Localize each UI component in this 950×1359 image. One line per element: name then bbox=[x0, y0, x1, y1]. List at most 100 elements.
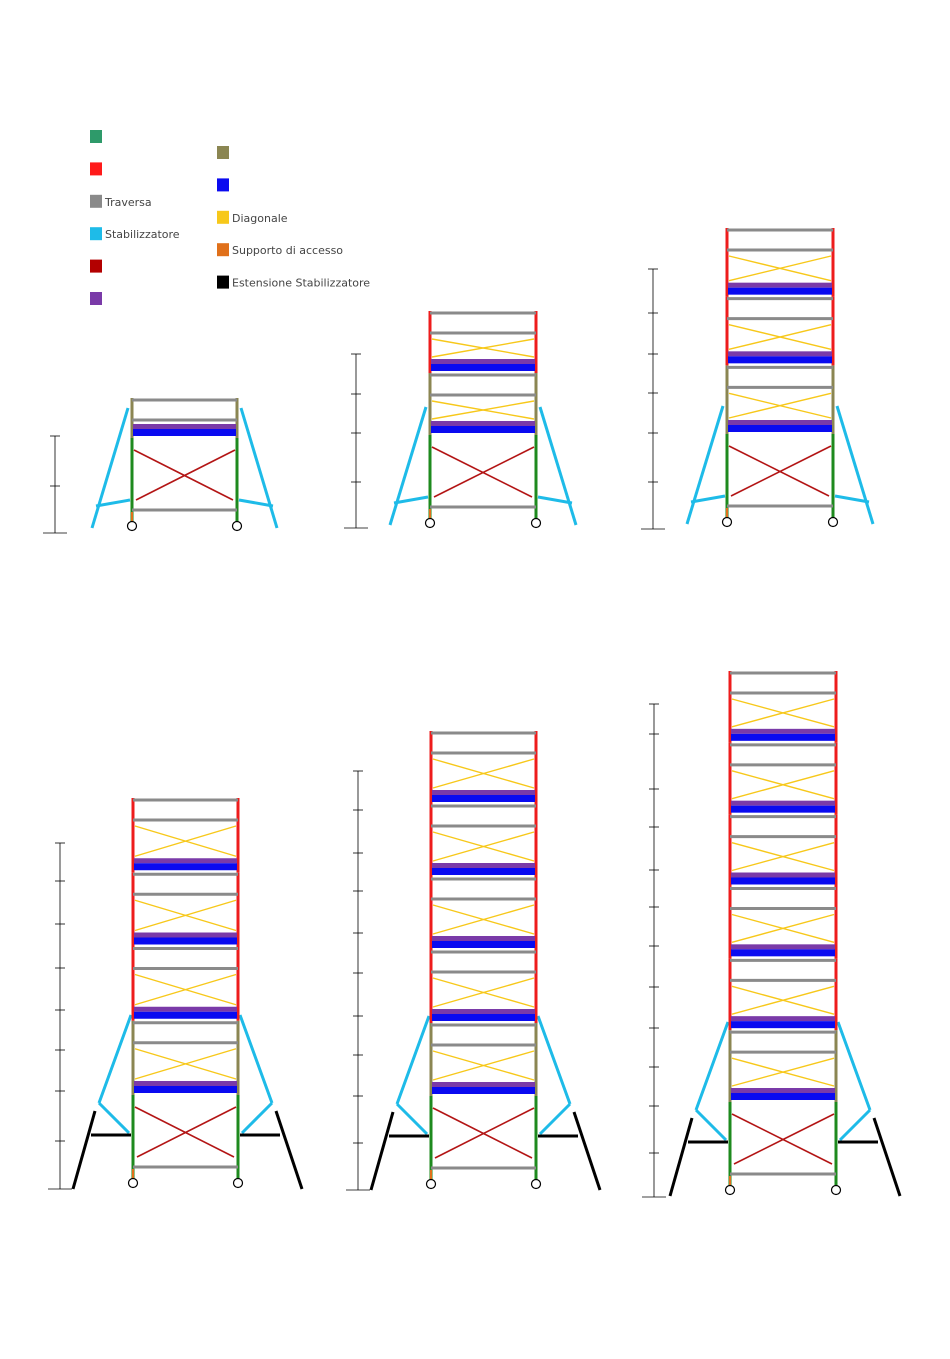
diagonal-darkred bbox=[136, 1106, 237, 1158]
wheel bbox=[126, 520, 138, 532]
platform-purple bbox=[731, 1088, 835, 1093]
wheel bbox=[127, 1177, 139, 1189]
platform-blue bbox=[728, 425, 832, 432]
legend-item: Estensione Stabilizzatore bbox=[217, 275, 370, 290]
legend-item bbox=[90, 259, 102, 273]
stabilizer-brace bbox=[97, 1101, 131, 1135]
wheel bbox=[530, 517, 542, 529]
diagonal-yellow bbox=[731, 770, 835, 800]
platform-blue bbox=[134, 863, 237, 871]
stabilizer-brace bbox=[834, 494, 870, 504]
platform-blue bbox=[731, 949, 835, 957]
stabilizer bbox=[835, 405, 875, 525]
platform-blue bbox=[728, 287, 832, 295]
platform-blue bbox=[432, 941, 535, 948]
legend-swatch bbox=[217, 178, 229, 192]
diagonal-yellow bbox=[431, 400, 535, 420]
legend-swatch bbox=[217, 210, 229, 224]
wheel bbox=[721, 516, 733, 528]
base-module bbox=[721, 434, 839, 528]
wheel bbox=[232, 1177, 244, 1189]
stabilizer-brace bbox=[537, 495, 573, 505]
legend-swatch bbox=[217, 243, 229, 257]
diagonal-yellow bbox=[432, 977, 535, 1008]
stabilizer-extension bbox=[71, 1110, 97, 1190]
legend-swatch bbox=[90, 292, 102, 305]
height-ruler bbox=[642, 703, 666, 1198]
platform-purple bbox=[432, 790, 535, 795]
tower-3 bbox=[641, 228, 875, 530]
platform-blue bbox=[731, 805, 835, 813]
stabilizer-brace bbox=[538, 1102, 572, 1136]
diagonal-yellow bbox=[134, 973, 237, 1006]
diagonal-yellow bbox=[134, 1048, 237, 1080]
legend: Traversa Stabilizzatore Diagonale Supporto … bbox=[90, 130, 370, 305]
diagonal-darkred bbox=[135, 449, 236, 501]
platform-blue bbox=[134, 1011, 237, 1019]
diagonal-darkred bbox=[134, 1106, 235, 1158]
stabilizer-extension bbox=[572, 1111, 602, 1191]
diagonal-yellow bbox=[728, 323, 832, 351]
diagonal-darkred bbox=[434, 1107, 535, 1159]
upper-frames bbox=[130, 398, 239, 438]
upper-frames bbox=[131, 798, 240, 1095]
diagonal-darkred bbox=[432, 1107, 533, 1159]
platform-purple bbox=[134, 1006, 237, 1012]
platform-purple bbox=[728, 282, 832, 288]
stabilizer bbox=[836, 1021, 872, 1111]
base-module bbox=[126, 438, 243, 532]
platform-blue bbox=[133, 429, 236, 436]
stabilizer bbox=[395, 1015, 431, 1105]
stabilizer-brace bbox=[240, 1101, 274, 1135]
stabilizer bbox=[694, 1021, 730, 1111]
stabilizer-brace bbox=[690, 494, 726, 504]
stabilizer bbox=[238, 1014, 274, 1104]
stabilizers bbox=[71, 1014, 304, 1190]
platform-blue bbox=[731, 1021, 835, 1029]
diagonal-darkred bbox=[433, 446, 535, 498]
legend-label: Supporto di accesso bbox=[232, 244, 343, 257]
legend-item bbox=[90, 162, 102, 176]
stabilizer bbox=[239, 407, 279, 529]
legend-item: Supporto di accesso bbox=[217, 243, 343, 257]
tower-5 bbox=[346, 731, 602, 1191]
platform-blue bbox=[432, 1087, 535, 1094]
legend-item: Stabilizzatore bbox=[90, 227, 180, 241]
platform-blue bbox=[731, 1093, 835, 1100]
platform-purple bbox=[731, 944, 835, 950]
legend-swatch bbox=[90, 130, 102, 143]
upper-frames bbox=[428, 311, 538, 435]
platform-purple bbox=[432, 1082, 535, 1087]
upper-frames bbox=[728, 671, 838, 1102]
base-module bbox=[724, 1102, 842, 1196]
wheel bbox=[425, 1178, 437, 1190]
stabilizer-extension bbox=[274, 1110, 304, 1190]
diagonal-darkred bbox=[731, 1113, 833, 1165]
platform-blue bbox=[432, 868, 535, 875]
base-module bbox=[424, 435, 542, 529]
height-ruler bbox=[346, 770, 370, 1191]
platform-blue bbox=[731, 877, 835, 885]
wheel bbox=[424, 517, 436, 529]
height-ruler bbox=[344, 353, 368, 529]
platform-purple bbox=[728, 420, 832, 425]
diagonal-yellow bbox=[134, 825, 237, 857]
height-ruler bbox=[48, 842, 72, 1190]
diagonal-yellow bbox=[731, 913, 835, 944]
wheel bbox=[830, 1184, 842, 1196]
platform-purple bbox=[134, 1081, 237, 1086]
scaffold-towers bbox=[43, 228, 902, 1198]
platform-purple bbox=[133, 424, 236, 429]
stabilizers bbox=[388, 406, 578, 526]
diagonal-yellow bbox=[731, 841, 835, 872]
diagonal-yellow bbox=[728, 392, 832, 419]
platform-blue bbox=[431, 426, 535, 433]
stabilizer bbox=[388, 406, 428, 526]
platform-purple bbox=[728, 351, 832, 357]
stabilizer-brace bbox=[694, 1108, 728, 1142]
stabilizer-brace bbox=[238, 498, 274, 508]
legend-swatch bbox=[90, 227, 102, 241]
stabilizer-brace bbox=[95, 498, 131, 508]
stabilizer-brace bbox=[838, 1108, 872, 1142]
platform-purple bbox=[431, 359, 535, 364]
